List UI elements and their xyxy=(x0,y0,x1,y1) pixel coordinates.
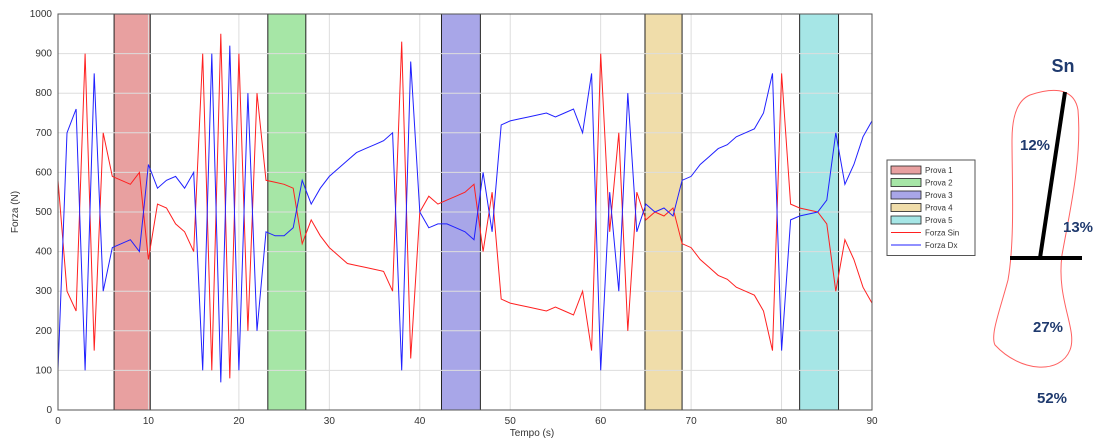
y-tick-label: 0 xyxy=(46,405,52,416)
y-tick-label: 1000 xyxy=(30,9,53,20)
x-tick-label: 70 xyxy=(686,416,698,427)
legend-swatch xyxy=(890,215,922,225)
series-line xyxy=(57,33,873,379)
foot-title: Sn xyxy=(1051,56,1074,76)
foot-label: 12% xyxy=(1020,137,1050,154)
x-tick-label: 10 xyxy=(143,416,155,427)
y-tick-label: 500 xyxy=(35,207,52,218)
x-tick-label: 30 xyxy=(324,416,336,427)
foot-label: 52% xyxy=(1037,390,1067,407)
legend-swatch xyxy=(890,203,922,212)
legend-swatch xyxy=(890,178,922,187)
foot-label: 13% xyxy=(1063,219,1093,236)
y-tick-label: 200 xyxy=(35,326,52,337)
y-tick-label: 300 xyxy=(35,286,52,297)
y-tick-label: 700 xyxy=(35,128,52,139)
foot-outline xyxy=(993,89,1080,368)
legend-label: Prova 1 xyxy=(925,166,953,175)
x-tick-label: 50 xyxy=(505,416,517,427)
x-axis-label: Tempo (s) xyxy=(510,428,554,439)
foot-diagram: Sn 12% 13% 27% 52% xyxy=(993,56,1093,407)
y-tick-label: 800 xyxy=(35,88,52,99)
legend-label: Forza Sin xyxy=(925,229,959,238)
legend-label: Prova 4 xyxy=(925,204,953,213)
x-tick-label: 60 xyxy=(595,416,607,427)
x-tick-label: 0 xyxy=(55,416,61,427)
x-tick-label: 20 xyxy=(233,416,245,427)
x-tick-label: 40 xyxy=(414,416,426,427)
x-tick-label: 90 xyxy=(866,416,878,427)
legend-swatch xyxy=(890,190,922,200)
legend-label: Prova 3 xyxy=(925,191,953,200)
foot-label: 27% xyxy=(1033,319,1063,336)
y-axis-label: Forza (N) xyxy=(10,191,21,233)
y-tick-label: 600 xyxy=(35,167,52,178)
legend-label: Prova 2 xyxy=(925,179,953,188)
y-tick-label: 900 xyxy=(35,49,52,60)
y-tick-label: 400 xyxy=(35,247,52,258)
legend-label: Prova 5 xyxy=(925,216,953,225)
plot: 0 100 200 300 400 500 600 700 800 900 1000 0 10 20 30 4… xyxy=(30,9,878,427)
divider-line xyxy=(1038,91,1067,259)
plot-frame xyxy=(57,13,873,411)
y-tick-label: 100 xyxy=(35,365,52,376)
legend-label: Forza Dx xyxy=(925,241,957,250)
legend-swatch xyxy=(890,165,922,175)
series-line xyxy=(57,45,873,383)
x-tick-label: 80 xyxy=(776,416,788,427)
